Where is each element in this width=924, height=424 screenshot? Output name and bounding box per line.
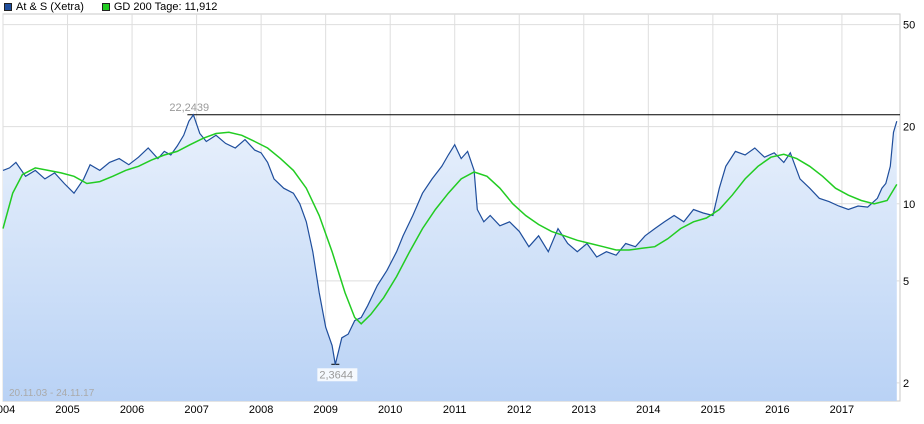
y-axis: 2 5 10 20 50 <box>903 20 915 390</box>
series-line-sma200 <box>2 131 898 325</box>
x-tick-label: 2011 <box>443 404 467 416</box>
min-annotation-background <box>317 368 358 382</box>
y-tick-label: 2 <box>903 378 909 390</box>
x-tick-label: 2016 <box>765 404 789 416</box>
x-tick-label: 2013 <box>572 404 596 416</box>
x-tick-label: 2015 <box>701 404 725 416</box>
y-tick-label: 20 <box>903 122 915 134</box>
legend-swatch-price <box>4 3 12 11</box>
x-tick-label: 2007 <box>184 404 208 416</box>
x-tick-label: 2017 <box>830 404 854 416</box>
series-line-price <box>2 113 898 365</box>
y-tick-label: 5 <box>903 276 909 288</box>
y-tick-label: 10 <box>903 199 915 211</box>
x-tick-label: 2012 <box>507 404 531 416</box>
x-tick-label: 2014 <box>636 404 660 416</box>
x-tick-label: 2005 <box>55 404 79 416</box>
x-tick-label: 2010 <box>378 404 402 416</box>
legend-label-price: At & S (Xetra) <box>16 1 84 13</box>
legend: At & S (Xetra) GD 200 Tage: 11,912 <box>4 1 235 13</box>
date-range-label: 20.11.03 - 24.11.17 <box>9 388 95 399</box>
x-axis: 2004 2005 2006 2007 2008 2009 2010 2011 2012 2013… <box>0 404 854 416</box>
x-tick-label: 2009 <box>313 404 337 416</box>
min-annotation: 2,3644 <box>319 369 353 381</box>
x-tick-label: 2006 <box>120 404 144 416</box>
y-tick-label: 50 <box>903 20 915 32</box>
price-area-fill <box>3 114 897 402</box>
legend-item-price: At & S (Xetra) <box>4 1 84 13</box>
legend-item-sma200: GD 200 Tage: 11,912 <box>101 1 218 13</box>
x-tick-label: 2008 <box>249 404 273 416</box>
legend-swatch-sma200 <box>101 3 110 11</box>
max-annotation: 22,2439 <box>169 102 209 114</box>
legend-label-sma200: GD 200 Tage: 11,912 <box>113 1 218 13</box>
x-tick-label: 2004 <box>0 404 15 416</box>
